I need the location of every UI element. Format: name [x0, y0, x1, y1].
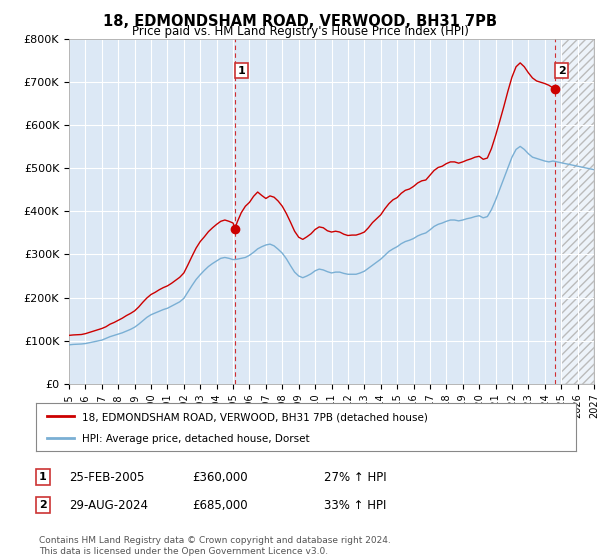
- Text: 33% ↑ HPI: 33% ↑ HPI: [324, 498, 386, 512]
- Text: Price paid vs. HM Land Registry's House Price Index (HPI): Price paid vs. HM Land Registry's House …: [131, 25, 469, 38]
- Text: £360,000: £360,000: [192, 470, 248, 484]
- Text: 25-FEB-2005: 25-FEB-2005: [69, 470, 145, 484]
- Text: 18, EDMONDSHAM ROAD, VERWOOD, BH31 7PB: 18, EDMONDSHAM ROAD, VERWOOD, BH31 7PB: [103, 14, 497, 29]
- Text: 27% ↑ HPI: 27% ↑ HPI: [324, 470, 386, 484]
- Bar: [561, 39, 594, 384]
- Text: Contains HM Land Registry data © Crown copyright and database right 2024.
This d: Contains HM Land Registry data © Crown c…: [39, 536, 391, 556]
- Text: 2: 2: [558, 66, 566, 76]
- Text: 29-AUG-2024: 29-AUG-2024: [69, 498, 148, 512]
- Text: 18, EDMONDSHAM ROAD, VERWOOD, BH31 7PB (detached house): 18, EDMONDSHAM ROAD, VERWOOD, BH31 7PB (…: [82, 413, 428, 422]
- Text: HPI: Average price, detached house, Dorset: HPI: Average price, detached house, Dors…: [82, 435, 310, 445]
- Text: 1: 1: [238, 66, 245, 76]
- Text: 1: 1: [39, 472, 47, 482]
- Text: 2: 2: [39, 500, 47, 510]
- Text: £685,000: £685,000: [192, 498, 248, 512]
- Bar: [561, 39, 594, 384]
